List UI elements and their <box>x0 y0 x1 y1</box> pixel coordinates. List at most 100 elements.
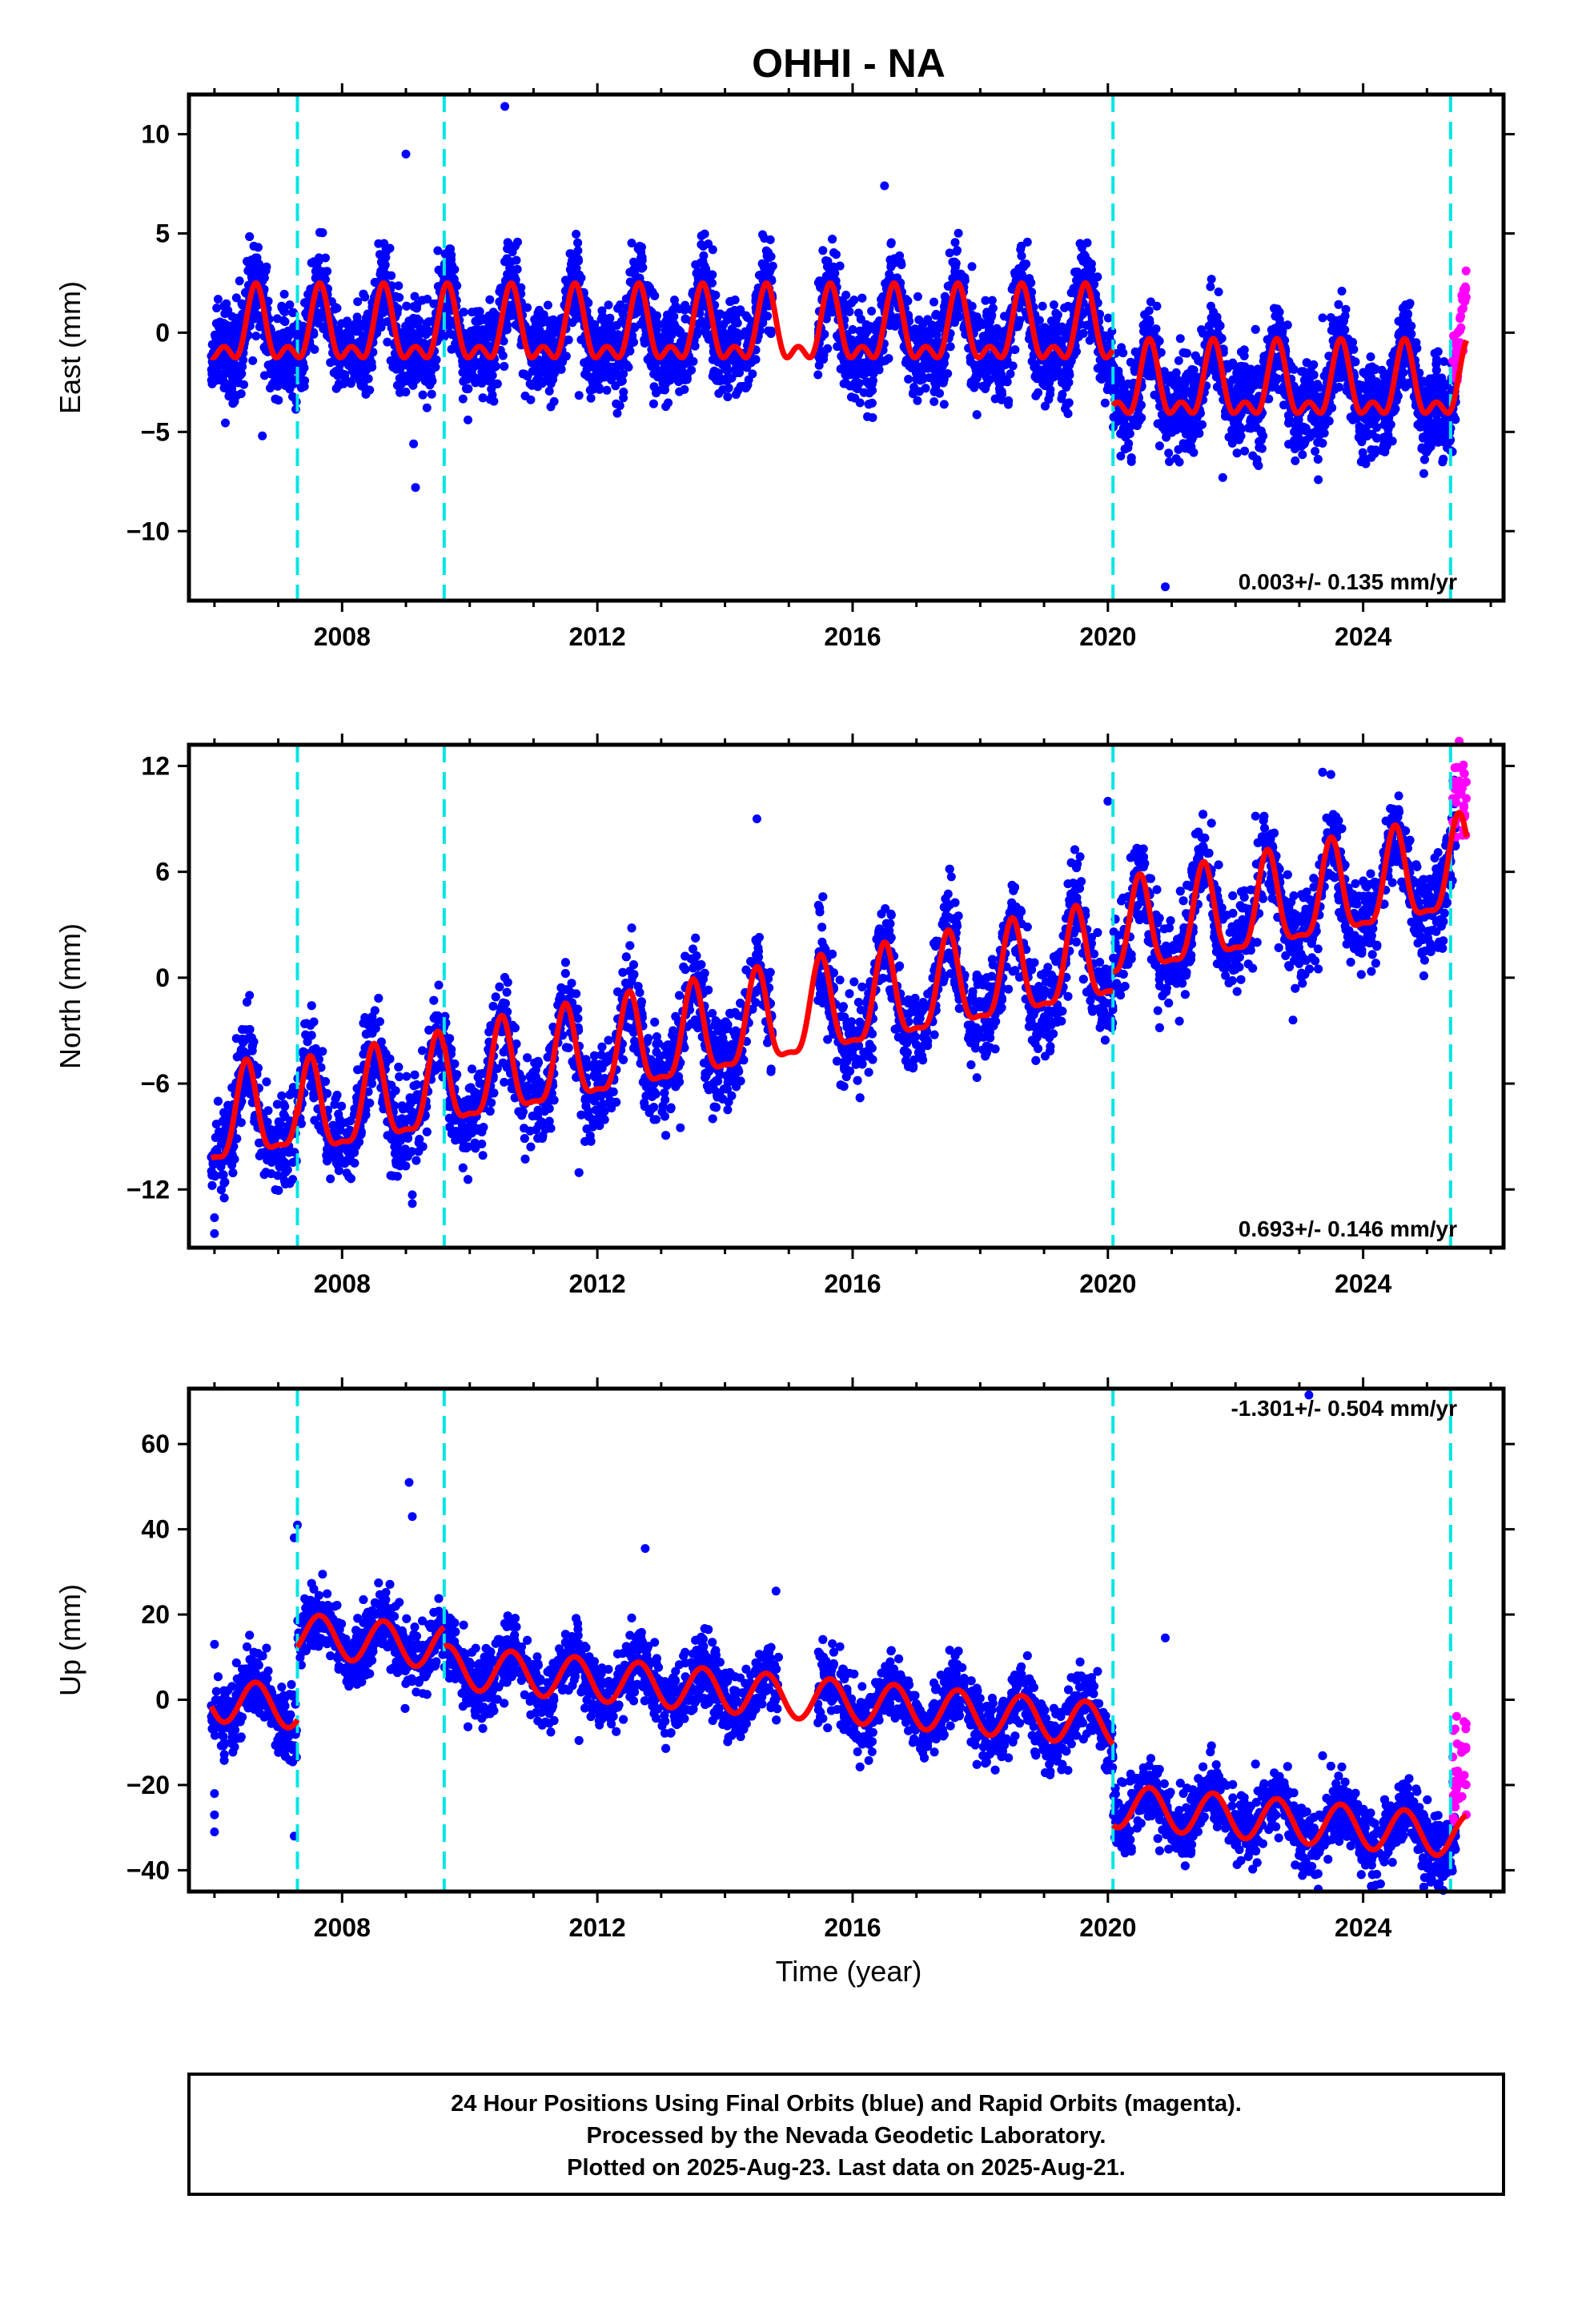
final-orbit-point <box>946 342 955 352</box>
final-orbit-point <box>1206 282 1215 292</box>
final-orbit-point <box>1008 361 1018 371</box>
final-orbit-point <box>950 238 960 247</box>
final-orbit-point <box>1066 288 1076 298</box>
final-orbit-point <box>818 246 828 255</box>
final-orbit-point <box>849 296 859 305</box>
final-orbit-point <box>1291 456 1300 465</box>
final-orbit-point <box>251 332 261 341</box>
final-orbit-point <box>221 418 230 428</box>
final-orbit-point <box>458 394 468 404</box>
final-orbit-point <box>1334 300 1343 309</box>
final-orbit-point <box>1228 375 1238 384</box>
final-orbit-point <box>1174 457 1184 467</box>
final-orbit-point <box>1049 300 1058 310</box>
final-orbit-point <box>248 356 258 365</box>
final-orbit-point <box>967 262 977 271</box>
final-orbit-point <box>279 289 289 299</box>
final-orbit-point <box>1103 313 1113 323</box>
final-orbit-point <box>1207 301 1215 311</box>
final-orbit-point <box>855 326 865 336</box>
final-orbit-point <box>1034 388 1043 397</box>
final-orbit-point <box>412 375 421 384</box>
final-orbit-point <box>272 314 282 324</box>
final-orbit-point <box>1078 328 1088 338</box>
final-orbit-point <box>213 295 223 304</box>
final-orbit-point <box>422 403 432 412</box>
final-orbit-point <box>498 351 508 360</box>
final-orbit-point <box>954 228 963 238</box>
final-orbit-point <box>1252 455 1262 464</box>
final-orbit-point <box>1358 448 1367 457</box>
final-orbit-point <box>1356 457 1366 467</box>
final-orbit-point <box>704 239 713 248</box>
final-orbit-point <box>700 229 709 239</box>
final-orbit-point <box>1284 440 1294 449</box>
final-orbit-point <box>821 256 830 265</box>
final-orbit-point <box>868 413 877 422</box>
final-orbit-point <box>374 239 383 248</box>
final-orbit-point <box>528 367 537 376</box>
final-orbit-point <box>277 301 287 311</box>
final-orbit-point <box>321 253 330 263</box>
final-orbit-point <box>262 262 271 271</box>
final-orbit-point <box>987 296 997 305</box>
final-orbit-point <box>1253 364 1263 374</box>
final-orbit-point <box>488 312 498 321</box>
final-orbit-point <box>1152 301 1162 311</box>
final-orbit-point <box>648 399 658 408</box>
final-orbit-point <box>1227 439 1237 448</box>
chart-title: OHHI - NA <box>752 41 946 86</box>
final-orbit-point <box>1283 320 1292 330</box>
final-orbit-point <box>1174 356 1183 365</box>
final-orbit-point <box>1324 352 1334 361</box>
final-orbit-point <box>1240 446 1250 456</box>
final-orbit-point <box>613 304 622 313</box>
final-orbit-point <box>971 366 981 375</box>
final-orbit-point <box>410 292 420 301</box>
final-orbit-point <box>475 316 484 326</box>
final-orbit-point <box>1063 301 1073 311</box>
final-orbit-point <box>235 276 244 286</box>
final-orbit-point <box>763 312 773 321</box>
final-orbit-point <box>939 400 949 409</box>
final-orbit-point <box>758 230 767 239</box>
final-orbit-point <box>207 379 217 388</box>
final-orbit-point <box>612 399 621 408</box>
final-orbit-point <box>1314 475 1323 485</box>
final-orbit-point <box>923 315 933 324</box>
final-orbit-point <box>1366 352 1375 361</box>
final-orbit-point <box>1419 468 1428 478</box>
final-orbit-point <box>427 389 436 399</box>
final-orbit-point <box>855 398 865 408</box>
final-orbit-point <box>1100 398 1110 408</box>
final-orbit-point <box>1318 313 1327 323</box>
final-orbit-point <box>1038 301 1047 311</box>
final-orbit-point <box>1438 457 1447 467</box>
final-orbit-point <box>867 307 877 316</box>
final-orbit-point <box>543 300 552 310</box>
final-orbit-point <box>930 397 939 406</box>
final-orbit-point <box>1367 445 1376 454</box>
final-orbit-point <box>520 369 529 379</box>
final-orbit-point <box>219 368 229 378</box>
final-orbit-point <box>485 295 495 304</box>
final-orbit-point <box>725 297 735 307</box>
final-orbit-point <box>1154 441 1164 451</box>
final-orbit-point <box>604 300 613 310</box>
final-orbit-point <box>841 291 851 300</box>
final-orbit-point <box>280 317 290 327</box>
final-orbit-point <box>904 375 913 384</box>
final-orbit-point <box>845 307 854 316</box>
final-orbit-point <box>612 408 622 418</box>
final-orbit-point <box>464 415 472 424</box>
final-orbit-point <box>1165 457 1174 466</box>
final-orbit-point <box>1144 306 1154 316</box>
final-orbit-point <box>1051 308 1061 318</box>
final-orbit-point <box>296 383 306 392</box>
final-orbit-point <box>544 386 554 396</box>
final-orbit-point <box>1298 450 1307 460</box>
final-orbit-point <box>1439 420 1449 430</box>
final-orbit-point <box>765 235 775 244</box>
final-orbit-point <box>1207 275 1216 284</box>
